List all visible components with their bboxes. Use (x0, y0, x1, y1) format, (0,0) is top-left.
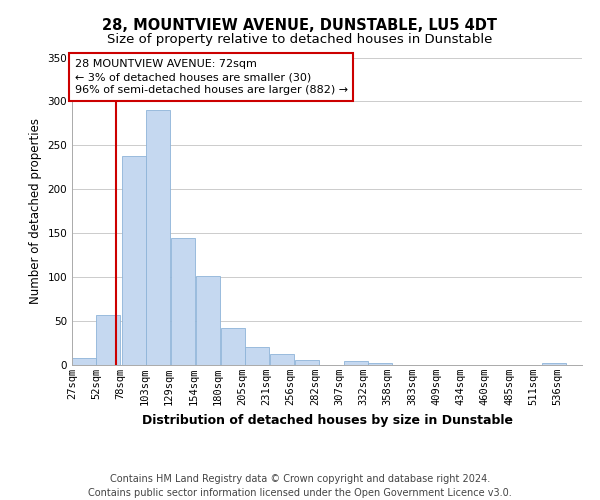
X-axis label: Distribution of detached houses by size in Dunstable: Distribution of detached houses by size … (142, 414, 512, 426)
Bar (171, 238, 195, 365)
Bar (221, 328, 245, 365)
Bar (196, 276, 220, 365)
Text: 28 MOUNTVIEW AVENUE: 72sqm
← 3% of detached houses are smaller (30)
96% of semi-: 28 MOUNTVIEW AVENUE: 72sqm ← 3% of detac… (74, 59, 347, 96)
Bar (122, 156, 146, 365)
Bar (542, 363, 566, 365)
Text: Size of property relative to detached houses in Dunstable: Size of property relative to detached ho… (107, 32, 493, 46)
Bar (271, 354, 295, 365)
Bar (368, 363, 392, 365)
Bar (97, 315, 121, 365)
Bar (295, 360, 319, 365)
Text: Contains HM Land Registry data © Crown copyright and database right 2024.
Contai: Contains HM Land Registry data © Crown c… (88, 474, 512, 498)
Bar (146, 110, 170, 365)
Bar (344, 362, 368, 365)
Y-axis label: Number of detached properties: Number of detached properties (29, 118, 42, 304)
Text: 28, MOUNTVIEW AVENUE, DUNSTABLE, LU5 4DT: 28, MOUNTVIEW AVENUE, DUNSTABLE, LU5 4DT (103, 18, 497, 32)
Bar (72, 358, 96, 365)
Bar (245, 348, 269, 365)
